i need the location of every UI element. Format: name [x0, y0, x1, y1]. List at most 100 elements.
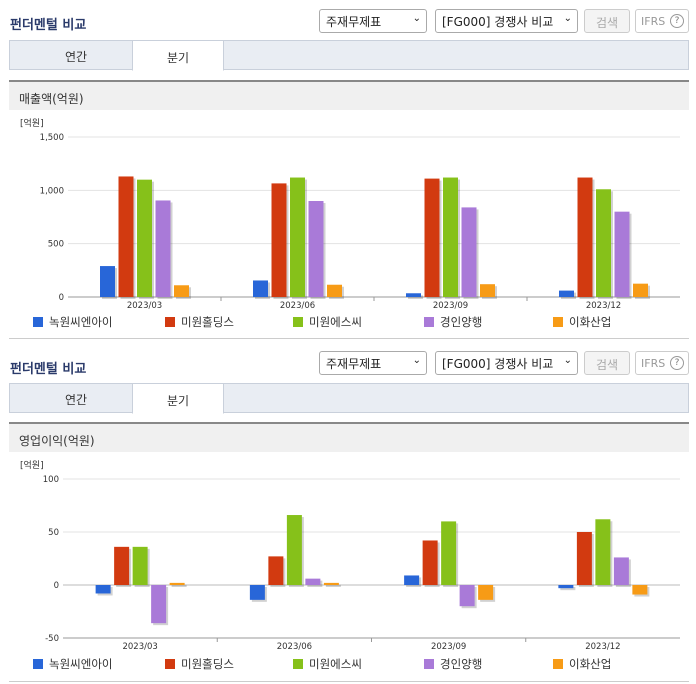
fundamental-panel-operating-profit: 펀더멘털 비교 주재무제표 ⌄ [FG000] 경쟁사 비교 ⌄ 검색 IFRS… [0, 342, 696, 682]
bar [100, 266, 115, 297]
legend-label: 녹원씨엔아이 [49, 315, 112, 329]
bar [596, 189, 611, 297]
period-tabs: 연간 분기 [9, 383, 689, 414]
bar [95, 585, 111, 594]
legend-label: 미원에스씨 [309, 657, 362, 671]
ifrs-help-button[interactable]: IFRS ? [635, 9, 689, 33]
bar [114, 546, 130, 585]
panel-title: 펀더멘털 비교 [10, 362, 87, 377]
x-tick-label: 2023/06 [277, 642, 312, 652]
legend-label: 녹원씨엔아이 [49, 657, 112, 671]
bar [327, 284, 342, 297]
legend-swatch [424, 659, 434, 669]
bar [577, 177, 593, 297]
chevron-down-icon: ⌄ [412, 355, 421, 366]
bar [559, 290, 574, 297]
legend-label: 경인양행 [440, 315, 482, 329]
statement-select-value: 주재무제표 [326, 357, 382, 371]
x-tick-label: 2023/03 [122, 642, 157, 652]
bar [576, 532, 592, 585]
bar [137, 179, 152, 297]
bar [174, 285, 189, 297]
panel-header: 펀더멘털 비교 주재무제표 ⌄ [FG000] 경쟁사 비교 ⌄ 검색 IFRS… [0, 342, 696, 380]
legend-swatch [33, 659, 43, 669]
bar [169, 582, 185, 585]
legend-swatch [553, 317, 563, 327]
y-tick-label: 1,500 [40, 133, 64, 143]
x-tick-label: 2023/12 [585, 642, 620, 652]
tab-annual[interactable]: 연간 [64, 393, 88, 407]
legend-label: 미원홀딩스 [181, 315, 234, 329]
bar [118, 176, 134, 297]
y-tick-label: 50 [48, 528, 59, 538]
bar [459, 585, 475, 607]
bar-shadow [560, 587, 576, 591]
unit-label: [억원] [20, 459, 44, 471]
bar [478, 585, 494, 600]
compare-select-value: [FG000] 경쟁사 비교 [442, 357, 554, 371]
ifrs-label: IFRS [641, 15, 666, 28]
chevron-down-icon: ⌄ [563, 13, 572, 24]
bar [155, 200, 171, 297]
legend-label: 미원에스씨 [309, 315, 362, 329]
statement-select[interactable]: 주재무제표 ⌄ [319, 351, 427, 375]
bar [633, 283, 648, 297]
compare-select-value: [FG000] 경쟁사 비교 [442, 15, 554, 29]
x-tick-label: 2023/09 [431, 642, 466, 652]
chart-subtitle: 매출액(억원) [9, 80, 689, 110]
ifrs-label: IFRS [641, 357, 666, 370]
bar [461, 207, 477, 297]
panel-title: 펀더멘털 비교 [10, 18, 87, 33]
search-button[interactable]: 검색 [584, 9, 630, 33]
tab-annual[interactable]: 연간 [64, 50, 88, 64]
operating-profit-chart: [억원] -50 0 50 100 2023/03 2023/06 2023/09 2023/1… [20, 459, 680, 671]
bar [286, 515, 302, 585]
chart-subtitle: 영업이익(억원) [9, 422, 689, 452]
legend-swatch [33, 317, 43, 327]
y-tick-label: 500 [48, 240, 64, 250]
help-icon: ? [670, 14, 684, 28]
bar [614, 211, 630, 297]
divider [9, 338, 689, 339]
compare-select[interactable]: [FG000] 경쟁사 비교 ⌄ [435, 9, 578, 33]
bar [424, 178, 440, 297]
period-tabs: 연간 분기 [9, 40, 689, 71]
compare-select[interactable]: [FG000] 경쟁사 비교 ⌄ [435, 351, 578, 375]
bar-shadow [408, 295, 423, 299]
legend-swatch [165, 317, 175, 327]
bar [632, 585, 648, 595]
bar [323, 582, 339, 585]
legend-swatch [165, 659, 175, 669]
chevron-down-icon: ⌄ [563, 355, 572, 366]
statement-select[interactable]: 주재무제표 ⌄ [319, 9, 427, 33]
legend-swatch [293, 659, 303, 669]
panel-header: 펀더멘털 비교 주재무제표 ⌄ [FG000] 경쟁사 비교 ⌄ 검색 IFRS… [0, 0, 696, 38]
x-tick-label: 2023/09 [433, 301, 468, 311]
divider [9, 681, 689, 682]
legend-label: 경인양행 [440, 657, 482, 671]
help-icon: ? [670, 356, 684, 370]
bar [271, 183, 287, 297]
legend-label: 이화산업 [569, 315, 611, 329]
ifrs-help-button[interactable]: IFRS ? [635, 351, 689, 375]
bar [290, 177, 305, 297]
bar [132, 546, 148, 585]
bar [249, 585, 265, 600]
bar [253, 280, 268, 297]
y-tick-label: 100 [43, 475, 59, 485]
tab-quarterly[interactable]: 분기 [132, 40, 224, 71]
unit-label: [억원] [20, 117, 44, 129]
bar [308, 201, 324, 297]
bar [443, 177, 458, 297]
x-tick-label: 2023/12 [586, 301, 621, 311]
tab-quarterly[interactable]: 분기 [132, 383, 224, 414]
bar [595, 519, 611, 585]
bar-shadow [325, 584, 341, 587]
legend-label: 미원홀딩스 [181, 657, 234, 671]
bar [151, 585, 167, 624]
x-tick-label: 2023/03 [127, 301, 162, 311]
legend-swatch [293, 317, 303, 327]
search-button[interactable]: 검색 [584, 351, 630, 375]
legend-swatch [424, 317, 434, 327]
bar [558, 585, 574, 589]
